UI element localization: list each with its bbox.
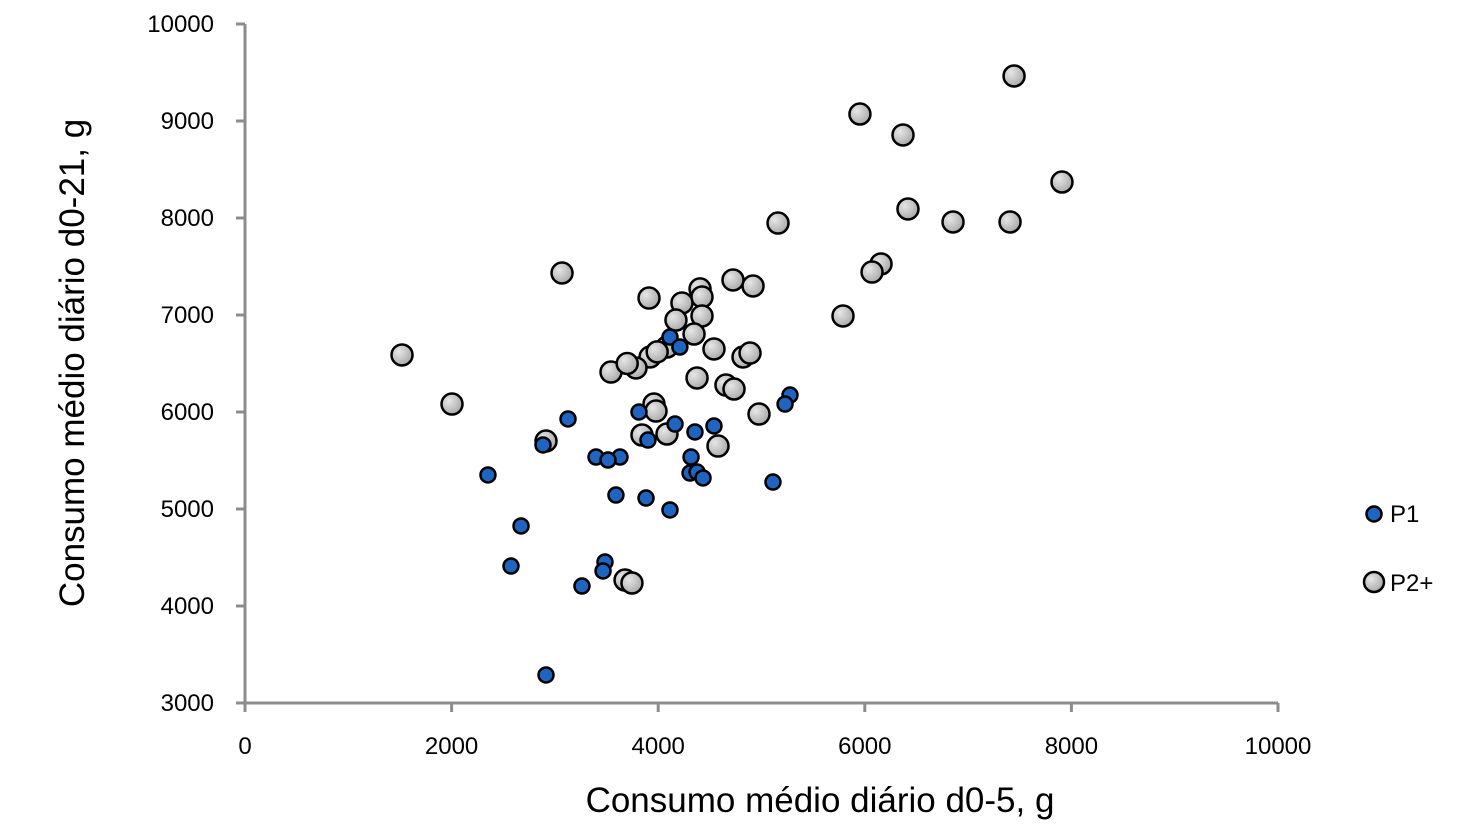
x-tick-label: 2000 xyxy=(425,733,478,760)
data-point-p1 xyxy=(661,501,679,519)
data-point-p2plus xyxy=(550,261,574,285)
data-point-p2plus xyxy=(1002,64,1026,88)
data-point-p2plus xyxy=(998,210,1022,234)
data-point-p2plus xyxy=(644,399,668,423)
data-point-p2plus xyxy=(891,123,915,147)
data-point-p2plus xyxy=(664,308,688,332)
axis-titles: Consumo médio diário d0-5, g Consumo médi… xyxy=(53,119,1054,820)
data-point-p2plus xyxy=(831,304,855,328)
x-tick-label: 8000 xyxy=(1045,733,1098,760)
data-point-p1 xyxy=(639,431,657,449)
x-tick-label: 6000 xyxy=(838,733,891,760)
data-point-p2plus xyxy=(685,366,709,390)
y-tick-label: 9000 xyxy=(161,108,214,135)
data-point-p2plus xyxy=(1050,170,1074,194)
series-p1 xyxy=(479,328,799,684)
data-point-p1 xyxy=(705,417,723,435)
legend-label-p2plus: P2+ xyxy=(1390,570,1433,597)
x-tick-label: 0 xyxy=(238,733,251,760)
data-point-p1 xyxy=(534,436,552,454)
legend-marker-p1 xyxy=(1365,505,1383,523)
data-point-p2plus xyxy=(682,322,706,346)
data-point-p2plus xyxy=(620,571,644,595)
data-point-p1 xyxy=(630,403,648,421)
data-point-p1 xyxy=(599,451,617,469)
data-point-p1 xyxy=(607,486,625,504)
y-tick-label: 5000 xyxy=(161,496,214,523)
data-point-p2plus xyxy=(721,268,745,292)
data-point-p2plus xyxy=(645,340,669,364)
legend: P1 P2+ xyxy=(1362,501,1433,597)
y-axis-title: Consumo médio diário d0-21, g xyxy=(53,119,92,607)
data-point-p1 xyxy=(537,666,555,684)
data-point-p2plus xyxy=(896,197,920,221)
data-point-p2plus xyxy=(702,337,726,361)
x-tick-label: 10000 xyxy=(1245,733,1312,760)
y-tick-label: 3000 xyxy=(161,690,214,717)
data-point-p1 xyxy=(666,415,684,433)
data-point-p1 xyxy=(512,517,530,535)
data-point-p1 xyxy=(559,410,577,428)
y-tick-label: 6000 xyxy=(161,399,214,426)
data-point-p1 xyxy=(671,338,689,356)
data-point-p2plus xyxy=(741,274,765,298)
data-point-p2plus xyxy=(390,343,414,367)
data-point-p1 xyxy=(686,423,704,441)
legend-item-p1: P1 xyxy=(1365,501,1419,528)
data-point-p2plus xyxy=(738,341,762,365)
legend-label-p1: P1 xyxy=(1390,501,1419,528)
data-point-p2plus xyxy=(722,377,746,401)
data-point-p1 xyxy=(594,562,612,580)
data-point-p2plus xyxy=(747,402,771,426)
data-point-p2plus xyxy=(615,351,639,376)
data-point-p1 xyxy=(637,489,655,507)
data-point-p2plus xyxy=(637,286,661,310)
data-point-p1 xyxy=(573,577,591,595)
x-tick-label: 4000 xyxy=(632,733,685,760)
data-point-p2plus xyxy=(941,210,965,234)
data-point-p2plus xyxy=(848,102,872,126)
y-tick-label: 10000 xyxy=(147,11,214,38)
data-point-p2plus xyxy=(860,260,884,284)
data-point-p1 xyxy=(661,328,679,346)
y-tick-label: 4000 xyxy=(161,593,214,620)
data-point-p1 xyxy=(776,395,794,413)
data-point-p1 xyxy=(764,473,782,491)
y-tick-label: 7000 xyxy=(161,302,214,329)
data-point-p1 xyxy=(694,469,712,487)
data-point-p1 xyxy=(479,466,497,484)
series-p2plus xyxy=(390,64,1074,595)
data-point-p2plus xyxy=(766,211,790,235)
data-point-p2plus xyxy=(706,434,730,458)
data-point-p1 xyxy=(502,557,520,575)
x-axis-title: Consumo médio diário d0-5, g xyxy=(586,781,1055,820)
axes: 3000 4000 5000 6000 7000 8000 9000 10000 0 2000 40… xyxy=(147,11,1311,760)
y-tick-label: 8000 xyxy=(161,205,214,232)
data-point-p1 xyxy=(682,448,700,466)
legend-item-p2plus: P2+ xyxy=(1362,570,1433,597)
legend-marker-p2plus xyxy=(1362,570,1386,594)
data-point-p2plus xyxy=(440,392,464,416)
